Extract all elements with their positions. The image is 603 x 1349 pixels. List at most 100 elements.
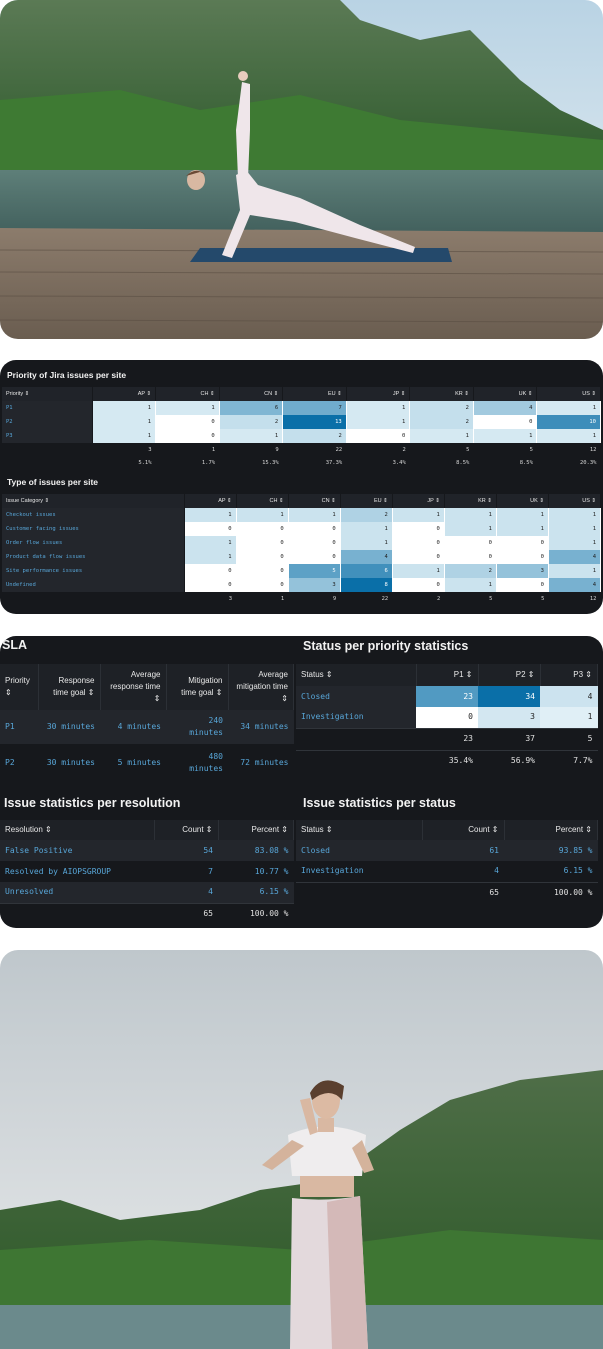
column-header-site[interactable]: KR ⇕: [444, 494, 497, 508]
status_stats-header[interactable]: Count ⇕: [422, 820, 505, 840]
heat-cell: 0: [444, 536, 497, 550]
sla-cell-avg-mitigation: 34 minutes: [228, 710, 294, 744]
sla-title: SLA: [2, 638, 27, 652]
totals-label: [296, 727, 416, 750]
stats-totals: 65 100.00 %: [0, 902, 294, 925]
column-header-category[interactable]: Issue Category ⇕: [2, 494, 185, 508]
row-label[interactable]: Checkout issues: [2, 508, 185, 522]
column-header-site[interactable]: AP ⇕: [184, 494, 237, 508]
column-header-category[interactable]: Priority ⇕: [2, 387, 93, 401]
row-label[interactable]: P3: [2, 429, 93, 443]
heat-cell: 1: [444, 578, 497, 592]
stats-label[interactable]: Investigation: [301, 866, 364, 876]
column-header-site[interactable]: CN ⇕: [219, 387, 284, 401]
column-header-site[interactable]: CH ⇕: [155, 387, 220, 401]
total-cell: 1: [155, 443, 220, 456]
sla-column-header[interactable]: Response time goal ⇕: [38, 664, 101, 710]
total-cell: 3: [184, 592, 237, 605]
heat-cell: 0: [392, 550, 445, 564]
heat-cell: 4: [548, 578, 602, 592]
heat-cell: 2: [409, 401, 474, 415]
status_stats-header[interactable]: Percent ⇕: [504, 820, 598, 840]
status-priority-row: Investigation 0 3 1: [296, 707, 598, 728]
status-priority-header[interactable]: Status ⇕: [296, 664, 417, 686]
total-percent: 100.00 %: [218, 902, 294, 925]
resolution-header[interactable]: Count ⇕: [154, 820, 219, 840]
heat-cell: 1: [392, 508, 445, 522]
heat-cell: 0: [184, 522, 237, 536]
heat-cell: 1: [496, 522, 549, 536]
status_stats-header[interactable]: Status ⇕: [296, 820, 423, 840]
total-cell: 22: [282, 443, 347, 456]
resolution-header[interactable]: Resolution ⇕: [0, 820, 155, 840]
stats-label[interactable]: Resolved by AIOPSGROUP: [5, 866, 111, 876]
column-header-site[interactable]: US ⇕: [536, 387, 601, 401]
column-header-site[interactable]: JP ⇕: [346, 387, 411, 401]
sla-column-header[interactable]: Average response time ⇕: [100, 664, 167, 710]
row-label[interactable]: P1: [2, 401, 93, 415]
heat-cell: 1: [536, 429, 601, 443]
heat-cell: 0: [444, 550, 497, 564]
row-label[interactable]: Site performance issues: [2, 564, 185, 578]
sla-column-header[interactable]: Mitigation time goal ⇕: [166, 664, 229, 710]
totals-row: 3 1 9 22 2 5 5 12: [2, 443, 601, 456]
total-cell: 12: [536, 443, 601, 456]
heat-cell: 2: [282, 429, 347, 443]
sla-column-header[interactable]: Priority ⇕: [0, 664, 39, 710]
heat-cell: 1: [496, 508, 549, 522]
total-cell: 37: [478, 727, 540, 750]
table-row: P2 1 0 2 13 1 2 0 10: [2, 415, 601, 429]
heat-cell: 0: [155, 415, 220, 429]
status-stats-title: Issue statistics per status: [303, 796, 456, 810]
total-cell: 5: [540, 727, 598, 750]
column-header-site[interactable]: AP ⇕: [92, 387, 157, 401]
row-label[interactable]: P2: [2, 415, 93, 429]
status-priority-header[interactable]: P1 ⇕: [416, 664, 479, 686]
row-label[interactable]: Order flow issues: [2, 536, 185, 550]
status-priority-header[interactable]: P2 ⇕: [478, 664, 541, 686]
priority-per-site-table: Priority ⇕ AP ⇕ CH ⇕ CN ⇕ EU ⇕ JP ⇕ KR ⇕ UK ⇕ US…: [2, 387, 601, 469]
stats-percent: 6.15 %: [563, 866, 593, 876]
type-per-site-table: Issue Category ⇕ AP ⇕ CH ⇕ CN ⇕ EU ⇕ JP ⇕ KR ⇕…: [2, 494, 602, 605]
status-label[interactable]: Investigation: [296, 707, 416, 728]
resolution-header[interactable]: Percent ⇕: [218, 820, 294, 840]
totals-label: [2, 443, 92, 456]
column-header-site[interactable]: KR ⇕: [409, 387, 474, 401]
sla-cell-priority[interactable]: P1: [0, 710, 38, 744]
table-row: P1 1 1 6 7 1 2 4 1: [2, 401, 601, 415]
column-header-site[interactable]: UK ⇕: [473, 387, 538, 401]
heat-cell: 1: [92, 415, 157, 429]
heat-cell: 1: [219, 429, 284, 443]
stats-percent: 83.08 %: [218, 840, 294, 861]
totals-row: 3 1 9 22 2 5 5 12: [2, 592, 601, 605]
column-header-site[interactable]: EU ⇕: [340, 494, 393, 508]
row-label[interactable]: Undefined: [2, 578, 185, 592]
column-header-site[interactable]: UK ⇕: [496, 494, 549, 508]
heat-cell: 1: [548, 564, 602, 578]
stats-label[interactable]: Closed: [296, 840, 422, 861]
percent-cell: 15.3%: [219, 456, 283, 469]
column-header-site[interactable]: JP ⇕: [392, 494, 445, 508]
sla-column-header[interactable]: Average mitigation time ⇕: [228, 664, 294, 710]
percent-row: 5.1% 1.7% 15.3% 37.3% 3.4% 8.5% 8.5% 20.3%: [2, 456, 601, 469]
totals-label: [2, 592, 184, 605]
row-label[interactable]: Product data flow issues: [2, 550, 185, 564]
column-header-site[interactable]: EU ⇕: [282, 387, 347, 401]
heat-cell: 0: [236, 564, 289, 578]
hero-photo-side-plank: [0, 0, 603, 339]
stats-label[interactable]: Unresolved: [0, 882, 154, 903]
stats-count: 61: [422, 840, 504, 861]
status-priority-header[interactable]: P3 ⇕: [540, 664, 598, 686]
heat-cell: 23: [416, 686, 478, 707]
stats-row: Resolved by AIOPSGROUP 7 10.77 %: [0, 861, 294, 882]
status-label[interactable]: Closed: [296, 686, 416, 707]
heat-cell: 1: [340, 536, 393, 550]
sla-cell-priority[interactable]: P2: [5, 758, 15, 767]
row-label[interactable]: Customer facing issues: [2, 522, 185, 536]
stats-label[interactable]: False Positive: [0, 840, 154, 861]
sla-stats-panel: SLA Priority ⇕ Response time goal ⇕ Averag…: [0, 636, 603, 928]
column-header-site[interactable]: CH ⇕: [236, 494, 289, 508]
column-header-site[interactable]: CN ⇕: [288, 494, 341, 508]
column-header-site[interactable]: US ⇕: [548, 494, 602, 508]
type-table-title: Type of issues per site: [7, 477, 99, 487]
